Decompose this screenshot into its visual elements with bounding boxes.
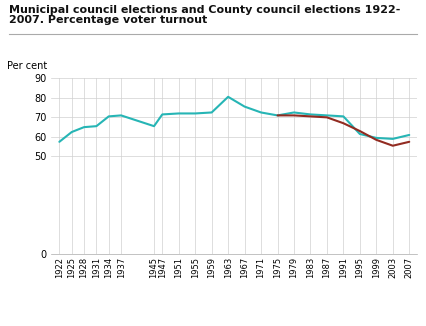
County council election bbox=[324, 115, 329, 119]
Municipal council election bbox=[152, 124, 157, 128]
Line: Municipal council election: Municipal council election bbox=[59, 97, 409, 142]
Municipal council election bbox=[357, 132, 363, 136]
Text: 2007. Percentage voter turnout: 2007. Percentage voter turnout bbox=[9, 15, 207, 25]
Line: County council election: County council election bbox=[277, 115, 409, 146]
Municipal council election bbox=[118, 113, 124, 117]
County council election bbox=[308, 114, 313, 118]
Municipal council election bbox=[209, 111, 214, 114]
Municipal council election bbox=[226, 95, 231, 99]
Text: Per cent: Per cent bbox=[7, 61, 47, 71]
County council election bbox=[374, 138, 379, 142]
Municipal council election bbox=[259, 111, 264, 114]
County council election bbox=[341, 121, 346, 125]
Municipal council election bbox=[94, 124, 99, 128]
Municipal council election bbox=[341, 114, 346, 118]
Municipal council election bbox=[160, 112, 165, 116]
Municipal council election bbox=[242, 105, 247, 109]
Municipal council election bbox=[308, 112, 313, 116]
Municipal council election bbox=[407, 133, 412, 137]
Municipal council election bbox=[81, 125, 86, 129]
Municipal council election bbox=[69, 130, 74, 134]
County council election bbox=[357, 129, 363, 133]
Text: Municipal council elections and County council elections 1922-: Municipal council elections and County c… bbox=[9, 5, 400, 15]
County council election bbox=[275, 113, 280, 117]
Municipal council election bbox=[390, 137, 395, 141]
Municipal council election bbox=[176, 111, 181, 115]
County council election bbox=[291, 113, 296, 117]
Municipal council election bbox=[106, 114, 111, 118]
Municipal council election bbox=[291, 111, 296, 114]
Municipal council election bbox=[275, 113, 280, 117]
Municipal council election bbox=[324, 113, 329, 117]
Municipal council election bbox=[57, 140, 62, 144]
County council election bbox=[390, 144, 395, 148]
County council election bbox=[407, 140, 412, 144]
Municipal council election bbox=[193, 111, 198, 115]
Municipal council election bbox=[374, 136, 379, 140]
